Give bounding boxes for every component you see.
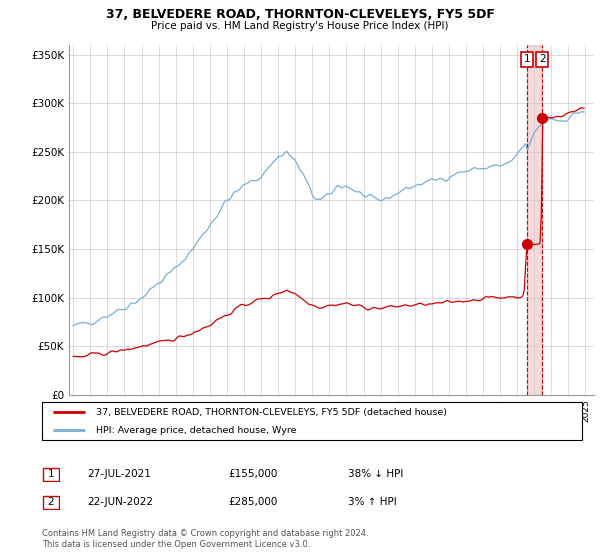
Text: 2: 2 xyxy=(539,54,545,64)
FancyBboxPatch shape xyxy=(43,468,59,481)
Text: £155,000: £155,000 xyxy=(228,469,277,479)
Text: Contains HM Land Registry data © Crown copyright and database right 2024.
This d: Contains HM Land Registry data © Crown c… xyxy=(42,529,368,549)
Text: 37, BELVEDERE ROAD, THORNTON-CLEVELEYS, FY5 5DF (detached house): 37, BELVEDERE ROAD, THORNTON-CLEVELEYS, … xyxy=(96,408,447,417)
Text: 37, BELVEDERE ROAD, THORNTON-CLEVELEYS, FY5 5DF: 37, BELVEDERE ROAD, THORNTON-CLEVELEYS, … xyxy=(106,8,494,21)
Text: 22-JUN-2022: 22-JUN-2022 xyxy=(87,497,153,507)
Text: 27-JUL-2021: 27-JUL-2021 xyxy=(87,469,151,479)
Text: 1: 1 xyxy=(47,469,55,479)
FancyBboxPatch shape xyxy=(43,496,59,509)
Text: 38% ↓ HPI: 38% ↓ HPI xyxy=(348,469,403,479)
Text: 3% ↑ HPI: 3% ↑ HPI xyxy=(348,497,397,507)
Text: 1: 1 xyxy=(524,54,530,64)
Bar xyxy=(527,45,542,395)
Text: HPI: Average price, detached house, Wyre: HPI: Average price, detached house, Wyre xyxy=(96,426,296,435)
Text: £285,000: £285,000 xyxy=(228,497,277,507)
Text: Price paid vs. HM Land Registry's House Price Index (HPI): Price paid vs. HM Land Registry's House … xyxy=(151,21,449,31)
FancyBboxPatch shape xyxy=(42,402,582,440)
Text: 2: 2 xyxy=(47,497,55,507)
